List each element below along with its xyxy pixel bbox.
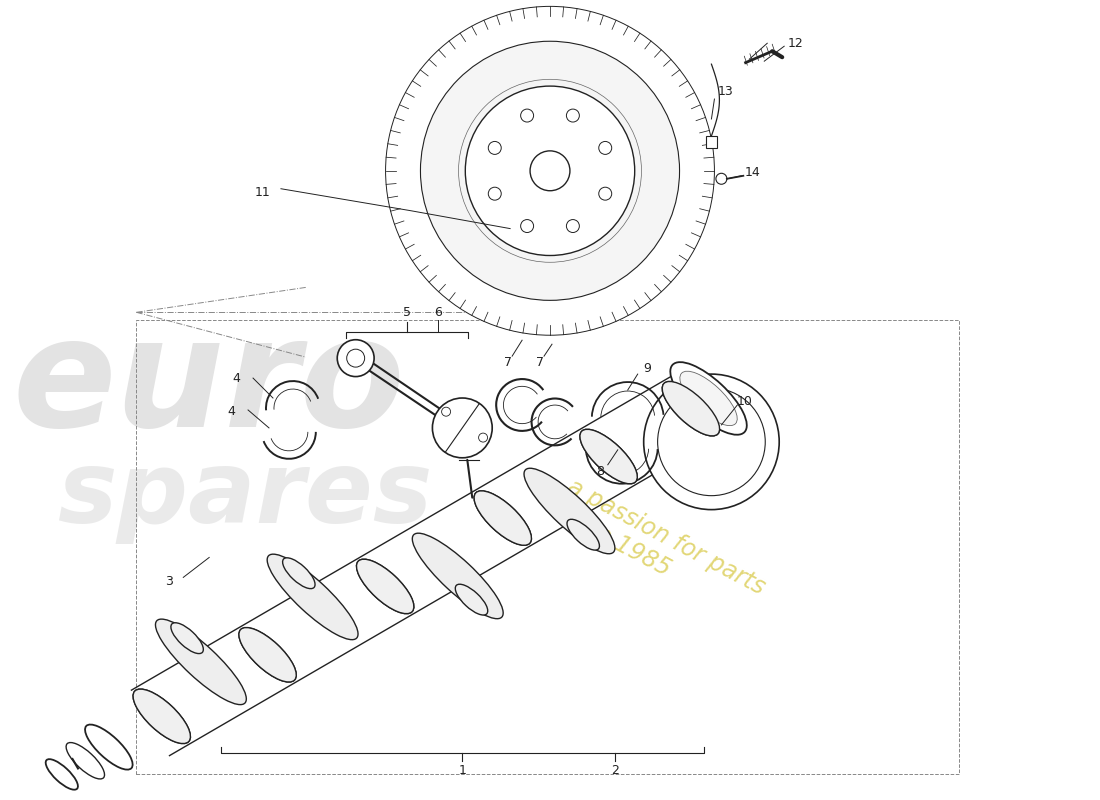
Circle shape	[598, 187, 612, 200]
Text: spares: spares	[57, 447, 432, 544]
Ellipse shape	[170, 622, 204, 654]
Circle shape	[396, 16, 704, 326]
Ellipse shape	[580, 430, 637, 484]
Circle shape	[432, 398, 492, 458]
Circle shape	[520, 109, 534, 122]
Circle shape	[420, 42, 680, 300]
Circle shape	[530, 151, 570, 190]
Ellipse shape	[474, 491, 531, 546]
Ellipse shape	[455, 584, 487, 615]
Ellipse shape	[143, 699, 180, 734]
Text: 9: 9	[644, 362, 651, 374]
Text: 1: 1	[459, 764, 466, 778]
Ellipse shape	[267, 554, 358, 640]
Ellipse shape	[155, 619, 246, 705]
Circle shape	[338, 340, 374, 377]
Ellipse shape	[367, 569, 404, 604]
Circle shape	[644, 374, 779, 510]
Ellipse shape	[662, 382, 719, 436]
Ellipse shape	[250, 638, 286, 672]
Circle shape	[488, 142, 502, 154]
Ellipse shape	[474, 491, 531, 546]
Text: euro: euro	[13, 310, 406, 458]
Ellipse shape	[412, 533, 503, 618]
Ellipse shape	[484, 501, 521, 535]
Circle shape	[566, 109, 580, 122]
Ellipse shape	[46, 759, 78, 790]
Ellipse shape	[673, 391, 710, 426]
Ellipse shape	[133, 689, 190, 743]
Circle shape	[488, 187, 502, 200]
Ellipse shape	[66, 742, 104, 779]
Text: 4: 4	[228, 406, 235, 418]
Circle shape	[520, 219, 534, 233]
Ellipse shape	[680, 371, 737, 426]
Ellipse shape	[85, 725, 133, 770]
Circle shape	[598, 142, 612, 154]
Text: 7: 7	[536, 356, 544, 369]
Ellipse shape	[133, 689, 190, 743]
Text: 10: 10	[736, 395, 752, 409]
Ellipse shape	[524, 468, 615, 554]
Text: 7: 7	[504, 356, 513, 369]
Ellipse shape	[580, 430, 637, 484]
Text: 14: 14	[745, 166, 760, 179]
Circle shape	[566, 219, 580, 233]
Circle shape	[478, 433, 487, 442]
Text: 6: 6	[434, 306, 442, 319]
Text: 2: 2	[610, 764, 618, 778]
Circle shape	[346, 349, 364, 367]
Text: 12: 12	[788, 37, 803, 50]
Text: 13: 13	[717, 85, 734, 98]
Ellipse shape	[566, 519, 600, 550]
Circle shape	[716, 174, 727, 184]
Ellipse shape	[283, 558, 315, 589]
Text: 8: 8	[596, 466, 604, 478]
Circle shape	[465, 86, 635, 255]
Ellipse shape	[356, 559, 414, 614]
Text: a passion for parts
since 1985: a passion for parts since 1985	[550, 475, 769, 624]
Text: 11: 11	[255, 186, 271, 199]
Circle shape	[386, 6, 714, 335]
Text: 4: 4	[232, 371, 240, 385]
Ellipse shape	[356, 559, 414, 614]
Circle shape	[658, 388, 766, 496]
Ellipse shape	[591, 439, 627, 474]
Bar	[706, 136, 717, 148]
Circle shape	[441, 407, 451, 416]
Ellipse shape	[670, 362, 747, 434]
Ellipse shape	[662, 382, 719, 436]
Text: 3: 3	[165, 575, 174, 588]
Ellipse shape	[239, 627, 296, 682]
Ellipse shape	[239, 627, 296, 682]
Text: 5: 5	[403, 306, 410, 319]
Bar	[136, 320, 958, 774]
